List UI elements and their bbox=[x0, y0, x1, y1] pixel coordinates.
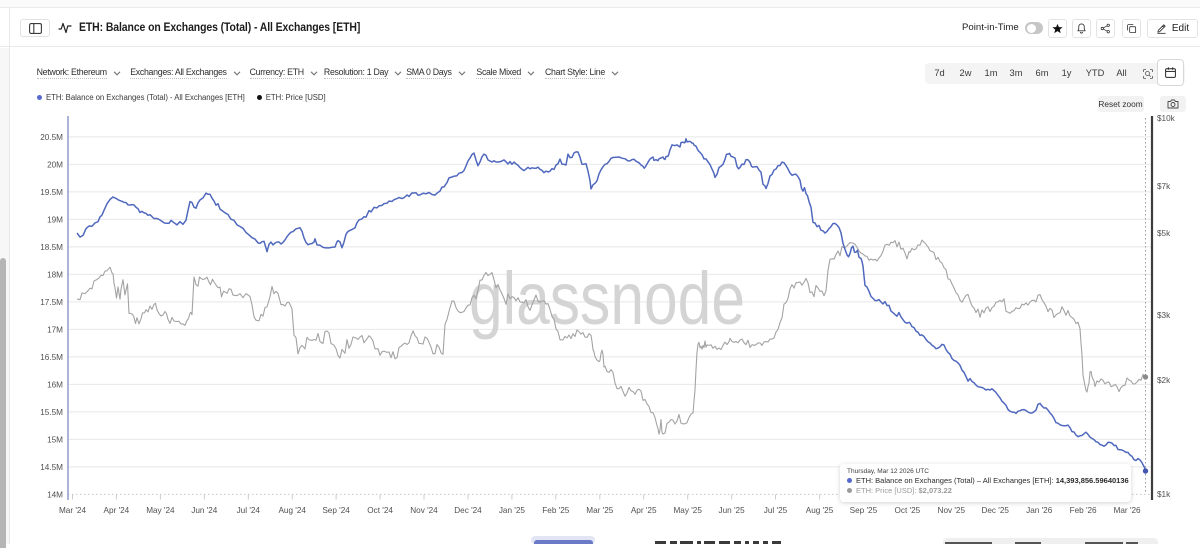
svg-text:Aug '24: Aug '24 bbox=[278, 506, 306, 515]
svg-text:May '24: May '24 bbox=[146, 506, 175, 515]
svg-text:Apr '25: Apr '25 bbox=[631, 506, 657, 515]
svg-text:19.5M: 19.5M bbox=[40, 188, 63, 197]
svg-text:14.5M: 14.5M bbox=[40, 463, 63, 472]
svg-text:$1k: $1k bbox=[1157, 490, 1171, 499]
svg-text:Aug '25: Aug '25 bbox=[806, 506, 834, 515]
svg-text:May '25: May '25 bbox=[673, 506, 702, 515]
svg-text:20M: 20M bbox=[47, 160, 63, 169]
svg-text:14M: 14M bbox=[47, 490, 63, 499]
svg-text:Nov '24: Nov '24 bbox=[410, 506, 438, 515]
svg-text:Feb '26: Feb '26 bbox=[1070, 506, 1097, 515]
svg-text:Apr '24: Apr '24 bbox=[104, 506, 130, 515]
svg-text:Jun '25: Jun '25 bbox=[719, 506, 746, 515]
svg-text:17.5M: 17.5M bbox=[40, 298, 63, 307]
svg-text:Oct '24: Oct '24 bbox=[367, 506, 393, 515]
svg-text:$5k: $5k bbox=[1157, 229, 1171, 238]
svg-text:Sep '24: Sep '24 bbox=[322, 506, 350, 515]
svg-text:Nov '25: Nov '25 bbox=[938, 506, 966, 515]
svg-text:Oct '25: Oct '25 bbox=[895, 506, 921, 515]
svg-text:Jan '26: Jan '26 bbox=[1026, 506, 1053, 515]
svg-text:$10k: $10k bbox=[1157, 114, 1176, 123]
svg-text:Mar '26: Mar '26 bbox=[1114, 506, 1141, 515]
svg-text:19M: 19M bbox=[47, 215, 63, 224]
svg-text:16.5M: 16.5M bbox=[40, 353, 63, 362]
svg-text:$2k: $2k bbox=[1157, 376, 1171, 385]
svg-text:Dec '25: Dec '25 bbox=[981, 506, 1009, 515]
svg-text:Feb '25: Feb '25 bbox=[542, 506, 569, 515]
svg-text:Jun '24: Jun '24 bbox=[191, 506, 218, 515]
svg-text:Dec '24: Dec '24 bbox=[454, 506, 482, 515]
svg-text:Jul '25: Jul '25 bbox=[764, 506, 788, 515]
svg-text:16M: 16M bbox=[47, 380, 63, 389]
svg-text:Jan '25: Jan '25 bbox=[499, 506, 526, 515]
svg-text:18.5M: 18.5M bbox=[40, 243, 63, 252]
svg-text:18M: 18M bbox=[47, 270, 63, 279]
svg-text:$7k: $7k bbox=[1157, 182, 1171, 191]
svg-text:Mar '25: Mar '25 bbox=[586, 506, 613, 515]
svg-text:Sep '25: Sep '25 bbox=[850, 506, 878, 515]
svg-text:Jul '24: Jul '24 bbox=[237, 506, 261, 515]
svg-text:Mar '24: Mar '24 bbox=[59, 506, 86, 515]
svg-text:17M: 17M bbox=[47, 325, 63, 334]
svg-text:$3k: $3k bbox=[1157, 311, 1171, 320]
svg-text:15M: 15M bbox=[47, 435, 63, 444]
svg-text:20.5M: 20.5M bbox=[40, 133, 63, 142]
svg-text:15.5M: 15.5M bbox=[40, 408, 63, 417]
